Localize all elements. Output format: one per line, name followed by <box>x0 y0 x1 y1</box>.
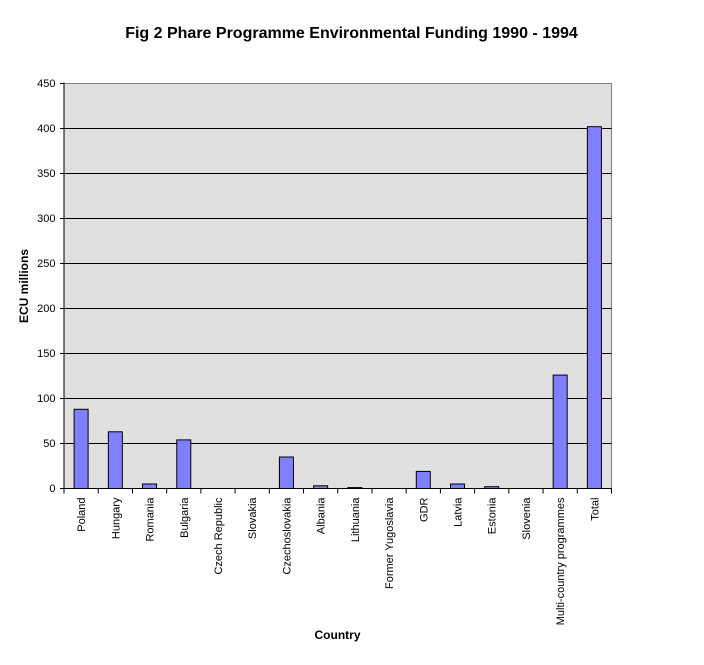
svg-text:Albania: Albania <box>316 497 328 535</box>
svg-text:0: 0 <box>49 483 55 495</box>
svg-text:350: 350 <box>37 168 55 180</box>
svg-text:Czech Republic: Czech Republic <box>213 497 225 575</box>
svg-text:Romania: Romania <box>145 497 157 542</box>
svg-text:GDR: GDR <box>418 497 430 522</box>
svg-text:Country: Country <box>315 628 361 642</box>
svg-text:200: 200 <box>37 303 55 315</box>
svg-text:Multi-country programmes: Multi-country programmes <box>555 497 567 625</box>
svg-text:Latvia: Latvia <box>453 497 465 527</box>
svg-text:450: 450 <box>37 78 55 90</box>
svg-text:Former Yugoslavia: Former Yugoslavia <box>384 497 396 589</box>
svg-text:250: 250 <box>37 258 55 270</box>
svg-text:Hungary: Hungary <box>110 497 122 539</box>
svg-text:Poland: Poland <box>76 498 88 532</box>
svg-text:Slovenia: Slovenia <box>521 497 533 540</box>
svg-text:Bulgaria: Bulgaria <box>179 497 191 538</box>
svg-text:Czechoslovakia: Czechoslovakia <box>281 497 293 575</box>
svg-text:Total: Total <box>589 498 601 521</box>
svg-text:50: 50 <box>43 438 55 450</box>
svg-text:Slovakia: Slovakia <box>247 497 259 539</box>
svg-text:150: 150 <box>37 348 55 360</box>
svg-text:300: 300 <box>37 213 55 225</box>
svg-text:Lithuania: Lithuania <box>350 497 362 543</box>
svg-text:400: 400 <box>37 123 55 135</box>
svg-text:Estonia: Estonia <box>487 497 499 535</box>
svg-text:100: 100 <box>37 393 55 405</box>
svg-text:ECU millions: ECU millions <box>17 249 31 323</box>
svg-text:Fig 2 Phare Programme Environm: Fig 2 Phare Programme Environmental Fund… <box>125 25 578 42</box>
